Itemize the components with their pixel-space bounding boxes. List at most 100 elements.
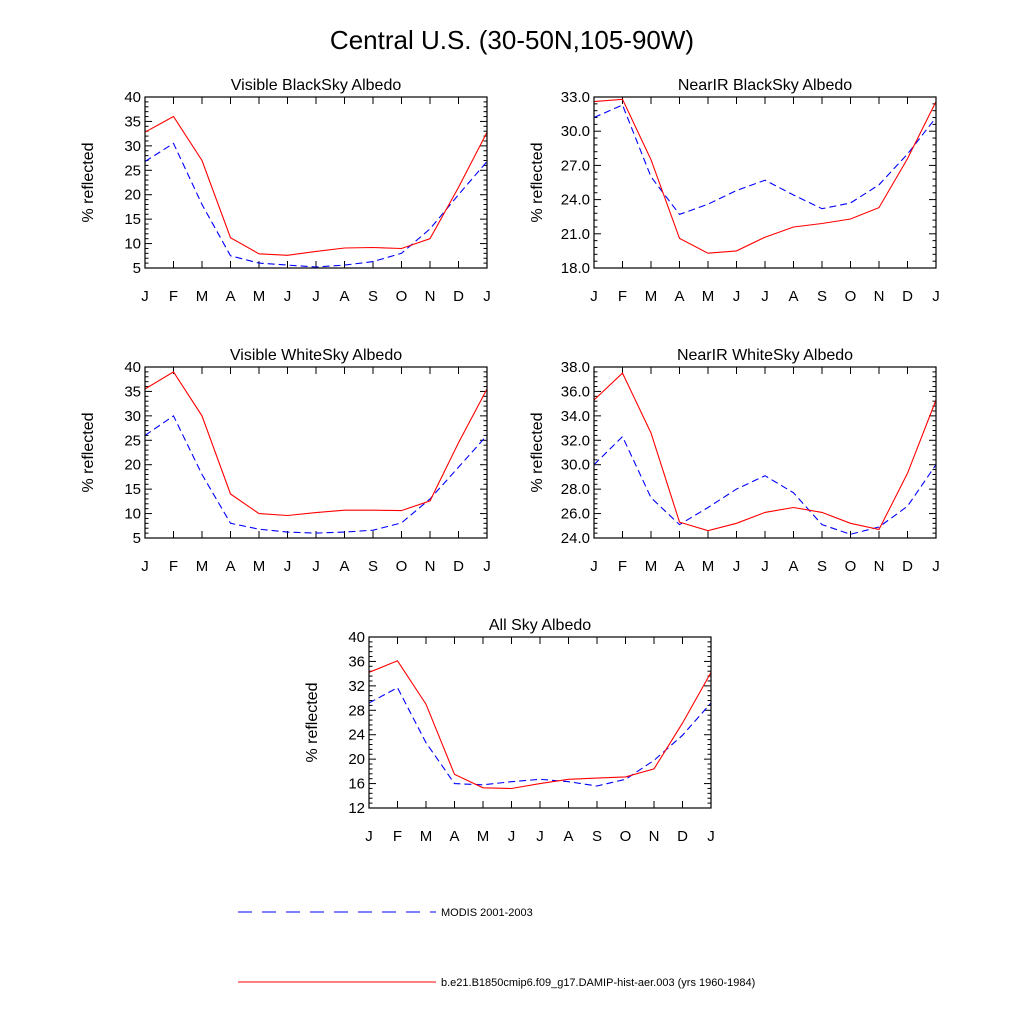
x-tick-label: M <box>702 288 715 305</box>
x-tick-label: S <box>817 558 827 575</box>
y-tick-label: 36 <box>348 653 365 670</box>
x-tick-label: A <box>563 828 573 845</box>
series-line-model <box>144 115 488 256</box>
x-tick-label: D <box>677 828 688 845</box>
x-tick-label: A <box>225 558 235 575</box>
y-tick-label: 10 <box>124 236 141 253</box>
x-tick-label: M <box>420 828 433 845</box>
x-tick-label: J <box>932 558 940 575</box>
series-line-modis <box>593 435 937 535</box>
y-axis-label: % reflected <box>304 682 321 762</box>
x-tick-label: A <box>674 558 684 575</box>
x-tick-label: J <box>761 558 769 575</box>
x-tick-label: S <box>817 288 827 305</box>
x-tick-label: J <box>312 288 320 305</box>
y-tick-label: 20 <box>348 751 365 768</box>
panel-title: All Sky Albedo <box>489 617 591 634</box>
x-tick-label: M <box>645 558 658 575</box>
plot-frame <box>593 366 937 539</box>
legend-label-model: b.e21.B1850cmip6.f09_g17.DAMIP-hist-aer.… <box>441 977 755 989</box>
y-tick-label: 25 <box>124 432 141 449</box>
x-tick-label: O <box>396 288 408 305</box>
x-tick-label: N <box>425 558 436 575</box>
y-tick-label: 30.0 <box>561 123 590 140</box>
y-tick-label: 32 <box>348 678 365 695</box>
x-tick-label: N <box>425 288 436 305</box>
y-tick-label: 21.0 <box>561 226 590 243</box>
x-tick-label: O <box>396 558 408 575</box>
x-tick-label: M <box>645 288 658 305</box>
y-axis-label: % reflected <box>529 142 546 222</box>
y-tick-label: 32.0 <box>561 432 590 449</box>
y-tick-label: 28.0 <box>561 481 590 498</box>
x-tick-label: J <box>483 288 491 305</box>
x-tick-label: D <box>453 288 464 305</box>
x-tick-label: J <box>733 558 741 575</box>
y-tick-label: 20 <box>124 187 141 204</box>
x-tick-label: F <box>618 558 627 575</box>
x-tick-label: J <box>707 828 715 845</box>
x-tick-label: J <box>284 558 292 575</box>
series-line-modis <box>593 104 937 216</box>
x-tick-label: J <box>536 828 544 845</box>
y-tick-label: 36.0 <box>561 383 590 400</box>
series-line-modis <box>144 415 488 534</box>
series-line-model <box>368 660 712 790</box>
series-line-model <box>144 371 488 517</box>
x-tick-label: J <box>733 288 741 305</box>
x-tick-label: M <box>196 558 209 575</box>
y-tick-label: 26.0 <box>561 506 590 523</box>
y-tick-label: 30 <box>124 408 141 425</box>
y-tick-label: 30 <box>124 138 141 155</box>
x-tick-label: F <box>618 288 627 305</box>
x-tick-label: S <box>592 828 602 845</box>
x-tick-label: A <box>225 288 235 305</box>
y-tick-label: 18.0 <box>561 260 590 277</box>
x-tick-label: A <box>788 288 798 305</box>
y-tick-label: 40 <box>124 359 141 376</box>
x-tick-label: D <box>902 558 913 575</box>
y-tick-label: 5 <box>133 530 141 547</box>
panel-title: Visible WhiteSky Albedo <box>230 347 402 364</box>
y-tick-label: 15 <box>124 211 141 228</box>
panel-3: Visible WhiteSky Albedo % reflected 5 10 15 2… <box>80 347 491 575</box>
panel-title: Visible BlackSky Albedo <box>231 77 402 94</box>
x-tick-label: D <box>902 288 913 305</box>
x-tick-label: J <box>312 558 320 575</box>
y-tick-label: 24.0 <box>561 530 590 547</box>
panel-1: Visible BlackSky Albedo % reflected 5 10 15 2… <box>80 77 491 305</box>
x-tick-label: A <box>339 558 349 575</box>
x-tick-label: S <box>368 288 378 305</box>
y-tick-label: 24.0 <box>561 192 590 209</box>
x-tick-label: J <box>141 558 149 575</box>
x-tick-label: A <box>674 288 684 305</box>
series-line-model <box>593 98 937 254</box>
x-tick-label: M <box>253 558 266 575</box>
y-tick-label: 34.0 <box>561 408 590 425</box>
y-tick-label: 30.0 <box>561 457 590 474</box>
panels: Visible BlackSky Albedo % reflected 5 10 15 2… <box>80 77 940 845</box>
y-axis-label: % reflected <box>529 412 546 492</box>
y-tick-label: 27.0 <box>561 157 590 174</box>
plot-frame <box>593 96 937 269</box>
x-tick-label: J <box>761 288 769 305</box>
series-line-modis <box>144 142 488 268</box>
y-tick-label: 38.0 <box>561 359 590 376</box>
x-tick-label: J <box>284 288 292 305</box>
y-tick-label: 12 <box>348 800 365 817</box>
y-tick-label: 35 <box>124 113 141 130</box>
x-tick-label: O <box>845 558 857 575</box>
x-tick-label: M <box>477 828 490 845</box>
x-tick-label: J <box>483 558 491 575</box>
y-tick-label: 40 <box>348 629 365 646</box>
y-tick-label: 5 <box>133 260 141 277</box>
x-tick-label: F <box>393 828 402 845</box>
x-tick-label: F <box>169 558 178 575</box>
x-tick-label: M <box>196 288 209 305</box>
x-tick-label: O <box>845 288 857 305</box>
plot-frame <box>144 366 488 539</box>
x-tick-label: J <box>590 558 598 575</box>
x-tick-label: J <box>932 288 940 305</box>
x-tick-label: A <box>339 288 349 305</box>
x-tick-label: A <box>449 828 459 845</box>
